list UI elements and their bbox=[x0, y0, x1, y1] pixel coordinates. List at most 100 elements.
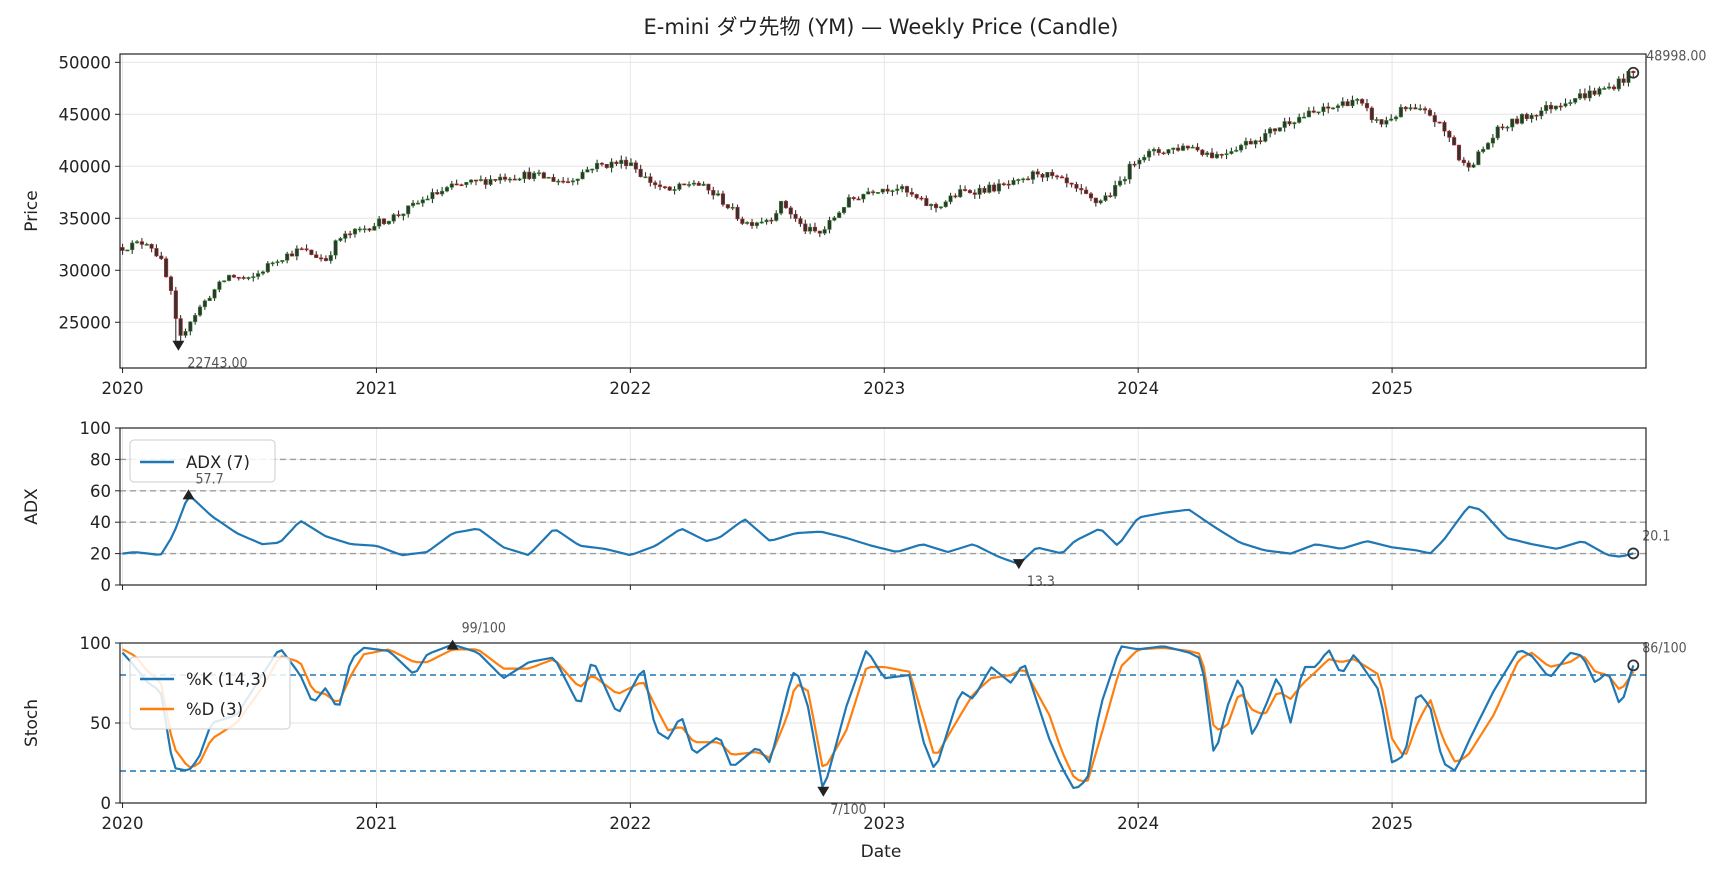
candle bbox=[217, 280, 222, 293]
candle-body bbox=[362, 228, 367, 231]
candle bbox=[619, 155, 624, 169]
candle-body bbox=[657, 184, 663, 187]
candle-body bbox=[275, 261, 280, 264]
x-axis-label: Date bbox=[861, 842, 902, 862]
candle bbox=[435, 189, 440, 195]
candle-body bbox=[1190, 146, 1195, 149]
candle bbox=[1127, 161, 1132, 184]
candle bbox=[1045, 171, 1050, 182]
candle-body bbox=[188, 321, 193, 332]
candle-body bbox=[1282, 121, 1287, 128]
candle-body bbox=[856, 198, 861, 201]
candle-body bbox=[1311, 110, 1316, 113]
candle-body bbox=[1272, 128, 1278, 132]
candle bbox=[1331, 107, 1336, 110]
candle bbox=[144, 242, 149, 246]
candle-body bbox=[1248, 140, 1253, 145]
candle-body bbox=[1122, 178, 1127, 182]
candle-body bbox=[619, 159, 624, 165]
candle-body bbox=[1452, 137, 1457, 146]
candle-body bbox=[1025, 178, 1031, 181]
candle-body bbox=[1113, 184, 1118, 197]
candle-body bbox=[1151, 149, 1156, 152]
candle bbox=[1616, 76, 1621, 92]
candle bbox=[779, 200, 784, 216]
candle bbox=[948, 192, 953, 205]
candle-body bbox=[411, 202, 416, 206]
candle-body bbox=[846, 197, 851, 208]
candle-body bbox=[294, 248, 299, 257]
candle bbox=[1137, 157, 1142, 169]
candle bbox=[711, 186, 716, 200]
candle bbox=[1074, 181, 1079, 192]
candle-body bbox=[740, 218, 745, 224]
y-tick-label: 30000 bbox=[59, 261, 112, 280]
candle bbox=[464, 181, 469, 188]
candle bbox=[212, 288, 217, 301]
candle-body bbox=[672, 189, 677, 191]
candle-body bbox=[348, 233, 353, 236]
candle-body bbox=[1214, 154, 1219, 159]
candle-body bbox=[1253, 140, 1258, 145]
candle-body bbox=[1326, 106, 1331, 109]
candle-body bbox=[503, 176, 508, 180]
candle-body bbox=[352, 228, 358, 235]
candle bbox=[1582, 88, 1587, 101]
candle-body bbox=[1171, 147, 1176, 150]
candle-body bbox=[139, 241, 144, 245]
candle bbox=[420, 196, 425, 207]
candle bbox=[657, 180, 663, 191]
candle-body bbox=[178, 318, 183, 336]
candle-body bbox=[890, 190, 895, 193]
candle bbox=[532, 171, 537, 182]
candle bbox=[1234, 146, 1239, 153]
candle bbox=[1510, 118, 1515, 132]
candle bbox=[1311, 106, 1316, 114]
candle-body bbox=[1413, 107, 1418, 110]
candle-body bbox=[837, 212, 842, 218]
candle-body bbox=[207, 297, 212, 302]
candle bbox=[1185, 145, 1190, 151]
x-tick-label: 2020 bbox=[102, 379, 144, 398]
candle bbox=[168, 275, 174, 295]
candle-body bbox=[420, 199, 425, 204]
candle bbox=[1277, 127, 1282, 132]
candle bbox=[323, 255, 328, 262]
candle bbox=[401, 213, 406, 221]
candle-body bbox=[125, 249, 130, 252]
candle-body bbox=[236, 276, 241, 279]
candle-body bbox=[1074, 184, 1079, 189]
candle-body bbox=[793, 213, 798, 219]
y-tick-label: 25000 bbox=[59, 313, 112, 332]
candle bbox=[919, 196, 924, 201]
candle-body bbox=[464, 182, 469, 185]
candle bbox=[963, 185, 968, 192]
candle-body bbox=[1156, 149, 1161, 153]
candle bbox=[851, 196, 856, 201]
candle bbox=[1597, 86, 1602, 97]
candle-body bbox=[197, 306, 203, 316]
candle-body bbox=[851, 197, 856, 200]
min-adx-label: 13.3 bbox=[1027, 574, 1055, 590]
candle bbox=[1069, 182, 1074, 188]
candle bbox=[411, 200, 416, 208]
y-tick-label: 60 bbox=[90, 482, 111, 501]
candle-body bbox=[551, 176, 556, 182]
candle bbox=[1326, 102, 1331, 114]
candle-body bbox=[667, 186, 672, 191]
candle-body bbox=[929, 204, 934, 207]
candle bbox=[822, 226, 827, 236]
candle bbox=[1553, 105, 1558, 111]
candle-body bbox=[319, 257, 324, 260]
candle bbox=[1292, 121, 1297, 129]
candle bbox=[745, 221, 750, 225]
candle bbox=[1263, 129, 1268, 143]
candle bbox=[1413, 103, 1418, 110]
y-tick-label: 0 bbox=[101, 794, 112, 813]
candle bbox=[536, 169, 542, 177]
candle-body bbox=[425, 198, 430, 201]
candle-body bbox=[788, 207, 793, 215]
candle bbox=[633, 160, 638, 173]
candle bbox=[372, 222, 377, 231]
candle bbox=[1084, 186, 1089, 195]
